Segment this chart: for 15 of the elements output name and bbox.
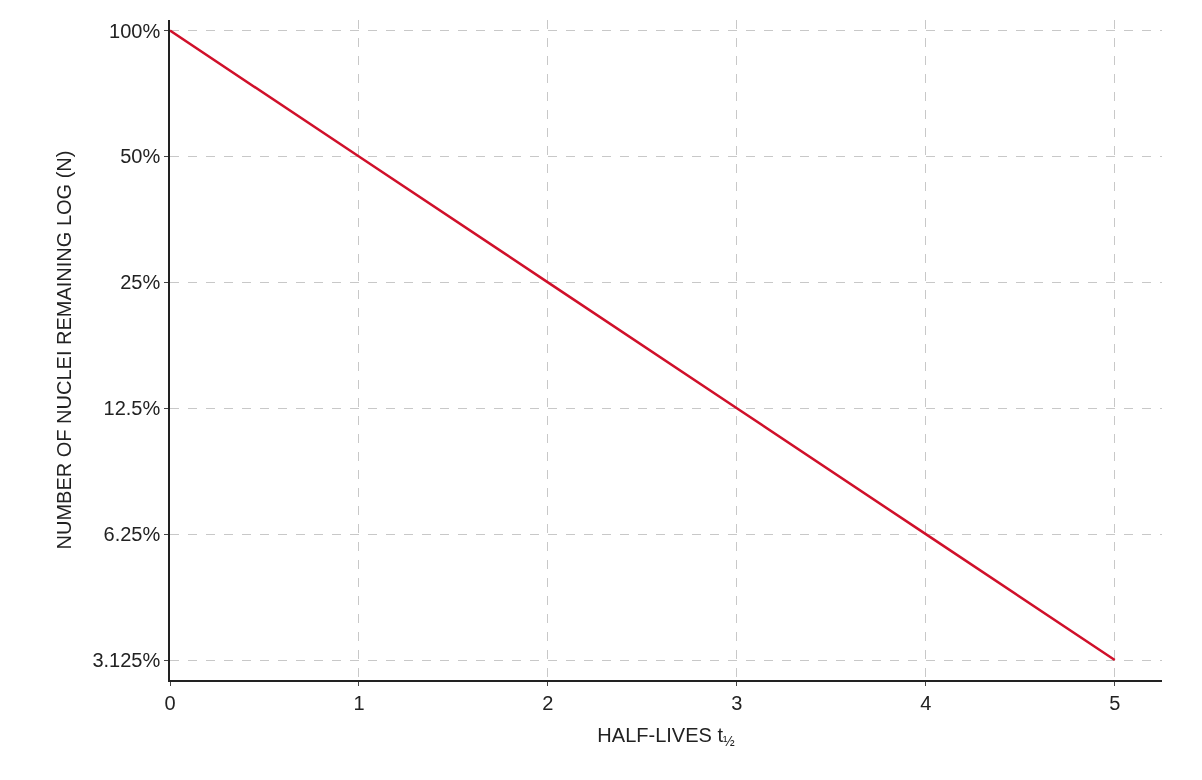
- y-axis-title: NUMBER OF NUCLEI REMAINING LOG (N): [53, 150, 76, 550]
- x-axis-title: HALF-LIVES t$_{½}$: [597, 723, 735, 749]
- y-tick-label: 12.5%: [103, 397, 161, 420]
- y-tick-label: 100%: [109, 19, 161, 42]
- y-tick-label: 25%: [120, 271, 161, 294]
- y-tick-label: 50%: [120, 145, 161, 168]
- x-tick-label: 4: [920, 691, 932, 714]
- x-tick-label: 5: [1109, 691, 1121, 714]
- x-tick-label: 0: [164, 691, 176, 714]
- line-series: [170, 29, 1117, 662]
- x-tick-label: 3: [731, 691, 743, 714]
- x-tick-label: 1: [353, 691, 365, 714]
- y-tick-label: 6.25%: [103, 523, 161, 546]
- y-tick-label: 3.125%: [92, 649, 161, 672]
- x-tick-label: 2: [542, 691, 554, 714]
